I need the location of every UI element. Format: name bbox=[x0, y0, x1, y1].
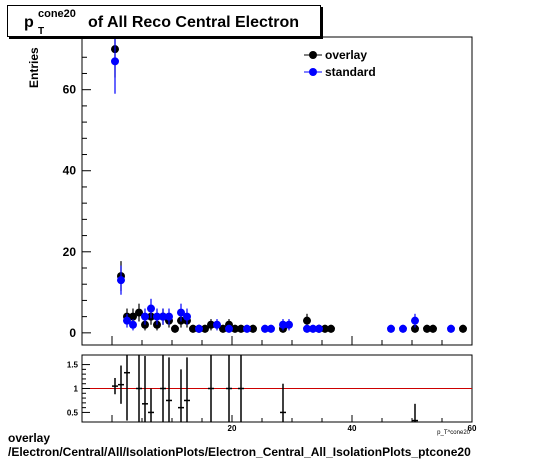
overlay-point bbox=[201, 324, 209, 333]
overlay-point bbox=[129, 312, 137, 321]
standard-point bbox=[267, 324, 275, 333]
overlay-point bbox=[411, 324, 419, 333]
ratio-series bbox=[112, 355, 418, 422]
standard-point bbox=[129, 320, 137, 329]
standard-series bbox=[111, 28, 455, 333]
overlay-point bbox=[423, 324, 431, 333]
main-y-tick-label: 60 bbox=[63, 83, 77, 97]
overlay-point bbox=[135, 308, 143, 317]
overlay-point bbox=[171, 324, 179, 333]
overlay-point bbox=[219, 324, 227, 333]
overlay-point bbox=[237, 324, 245, 333]
ratio-x-tick-label: 60 bbox=[468, 424, 477, 433]
legend-overlay-label: overlay bbox=[325, 48, 367, 62]
standard-point bbox=[225, 324, 233, 333]
main-y-tick-label: 20 bbox=[63, 245, 77, 259]
standard-point bbox=[141, 312, 149, 321]
overlay-point bbox=[459, 324, 467, 333]
standard-point bbox=[111, 57, 119, 66]
main-y-tick-label: 40 bbox=[63, 164, 77, 178]
title-subscript: T bbox=[38, 26, 45, 37]
standard-point bbox=[261, 324, 269, 333]
standard-point bbox=[123, 316, 131, 325]
standard-point bbox=[399, 324, 407, 333]
overlay-point bbox=[321, 324, 329, 333]
standard-point bbox=[183, 312, 191, 321]
ratio-y-tick-label: 1 bbox=[74, 385, 79, 394]
overlay-point bbox=[249, 324, 257, 333]
legend-standard-marker bbox=[309, 68, 317, 76]
ratio-x-tick-label: 40 bbox=[348, 424, 357, 433]
standard-point bbox=[387, 324, 395, 333]
footer-path: /Electron/Central/All/IsolationPlots/Ele… bbox=[8, 445, 471, 459]
standard-point bbox=[195, 324, 203, 333]
standard-point bbox=[309, 324, 317, 333]
overlay-point bbox=[429, 324, 437, 333]
ratio-axis-ticks bbox=[82, 364, 473, 422]
overlay-point bbox=[207, 320, 215, 329]
legend-standard-label: standard bbox=[325, 65, 376, 79]
standard-point bbox=[279, 320, 287, 329]
overlay-point bbox=[303, 316, 311, 325]
standard-point bbox=[117, 276, 125, 285]
standard-point bbox=[147, 304, 155, 313]
ratio-x-tick-labels: 20 40 60 bbox=[228, 424, 477, 433]
standard-point bbox=[159, 312, 167, 321]
main-axis-ticks bbox=[82, 56, 473, 345]
title-superscript: cone20 bbox=[38, 8, 76, 20]
main-plot-frame bbox=[81, 36, 473, 346]
standard-point bbox=[213, 320, 221, 329]
overlay-point bbox=[189, 324, 197, 333]
standard-point bbox=[315, 324, 323, 333]
ratio-y-tick-label: 0.5 bbox=[67, 408, 79, 417]
ratio-y-tick-labels: 0.5 1 1.5 bbox=[67, 361, 79, 418]
chart-title-box: p cone20 T of All Reco Central Electron bbox=[7, 5, 321, 37]
overlay-series bbox=[111, 20, 467, 333]
standard-point bbox=[285, 320, 293, 329]
standard-point bbox=[411, 316, 419, 325]
main-y-tick-label: 0 bbox=[69, 326, 76, 340]
main-y-tick-labels: 0 20 40 60 bbox=[63, 83, 77, 340]
overlay-point bbox=[327, 324, 335, 333]
legend: overlay standard bbox=[304, 48, 376, 79]
footer-line1: overlay bbox=[8, 431, 51, 445]
legend-overlay-marker bbox=[309, 51, 317, 59]
standard-point bbox=[447, 324, 455, 333]
ratio-x-tick-label: 20 bbox=[228, 424, 237, 433]
ratio-y-tick-label: 1.5 bbox=[67, 361, 79, 370]
standard-point bbox=[165, 312, 173, 321]
title-base: p bbox=[24, 14, 34, 31]
overlay-point bbox=[231, 324, 239, 333]
standard-point bbox=[153, 312, 161, 321]
chart-title: of All Reco Central Electron bbox=[88, 14, 299, 31]
y-axis-label: Entries bbox=[27, 47, 41, 88]
standard-point bbox=[243, 324, 251, 333]
ratio-x-axis-label: p_T^cone20 bbox=[437, 430, 471, 436]
standard-point bbox=[177, 308, 185, 317]
standard-point bbox=[303, 324, 311, 333]
